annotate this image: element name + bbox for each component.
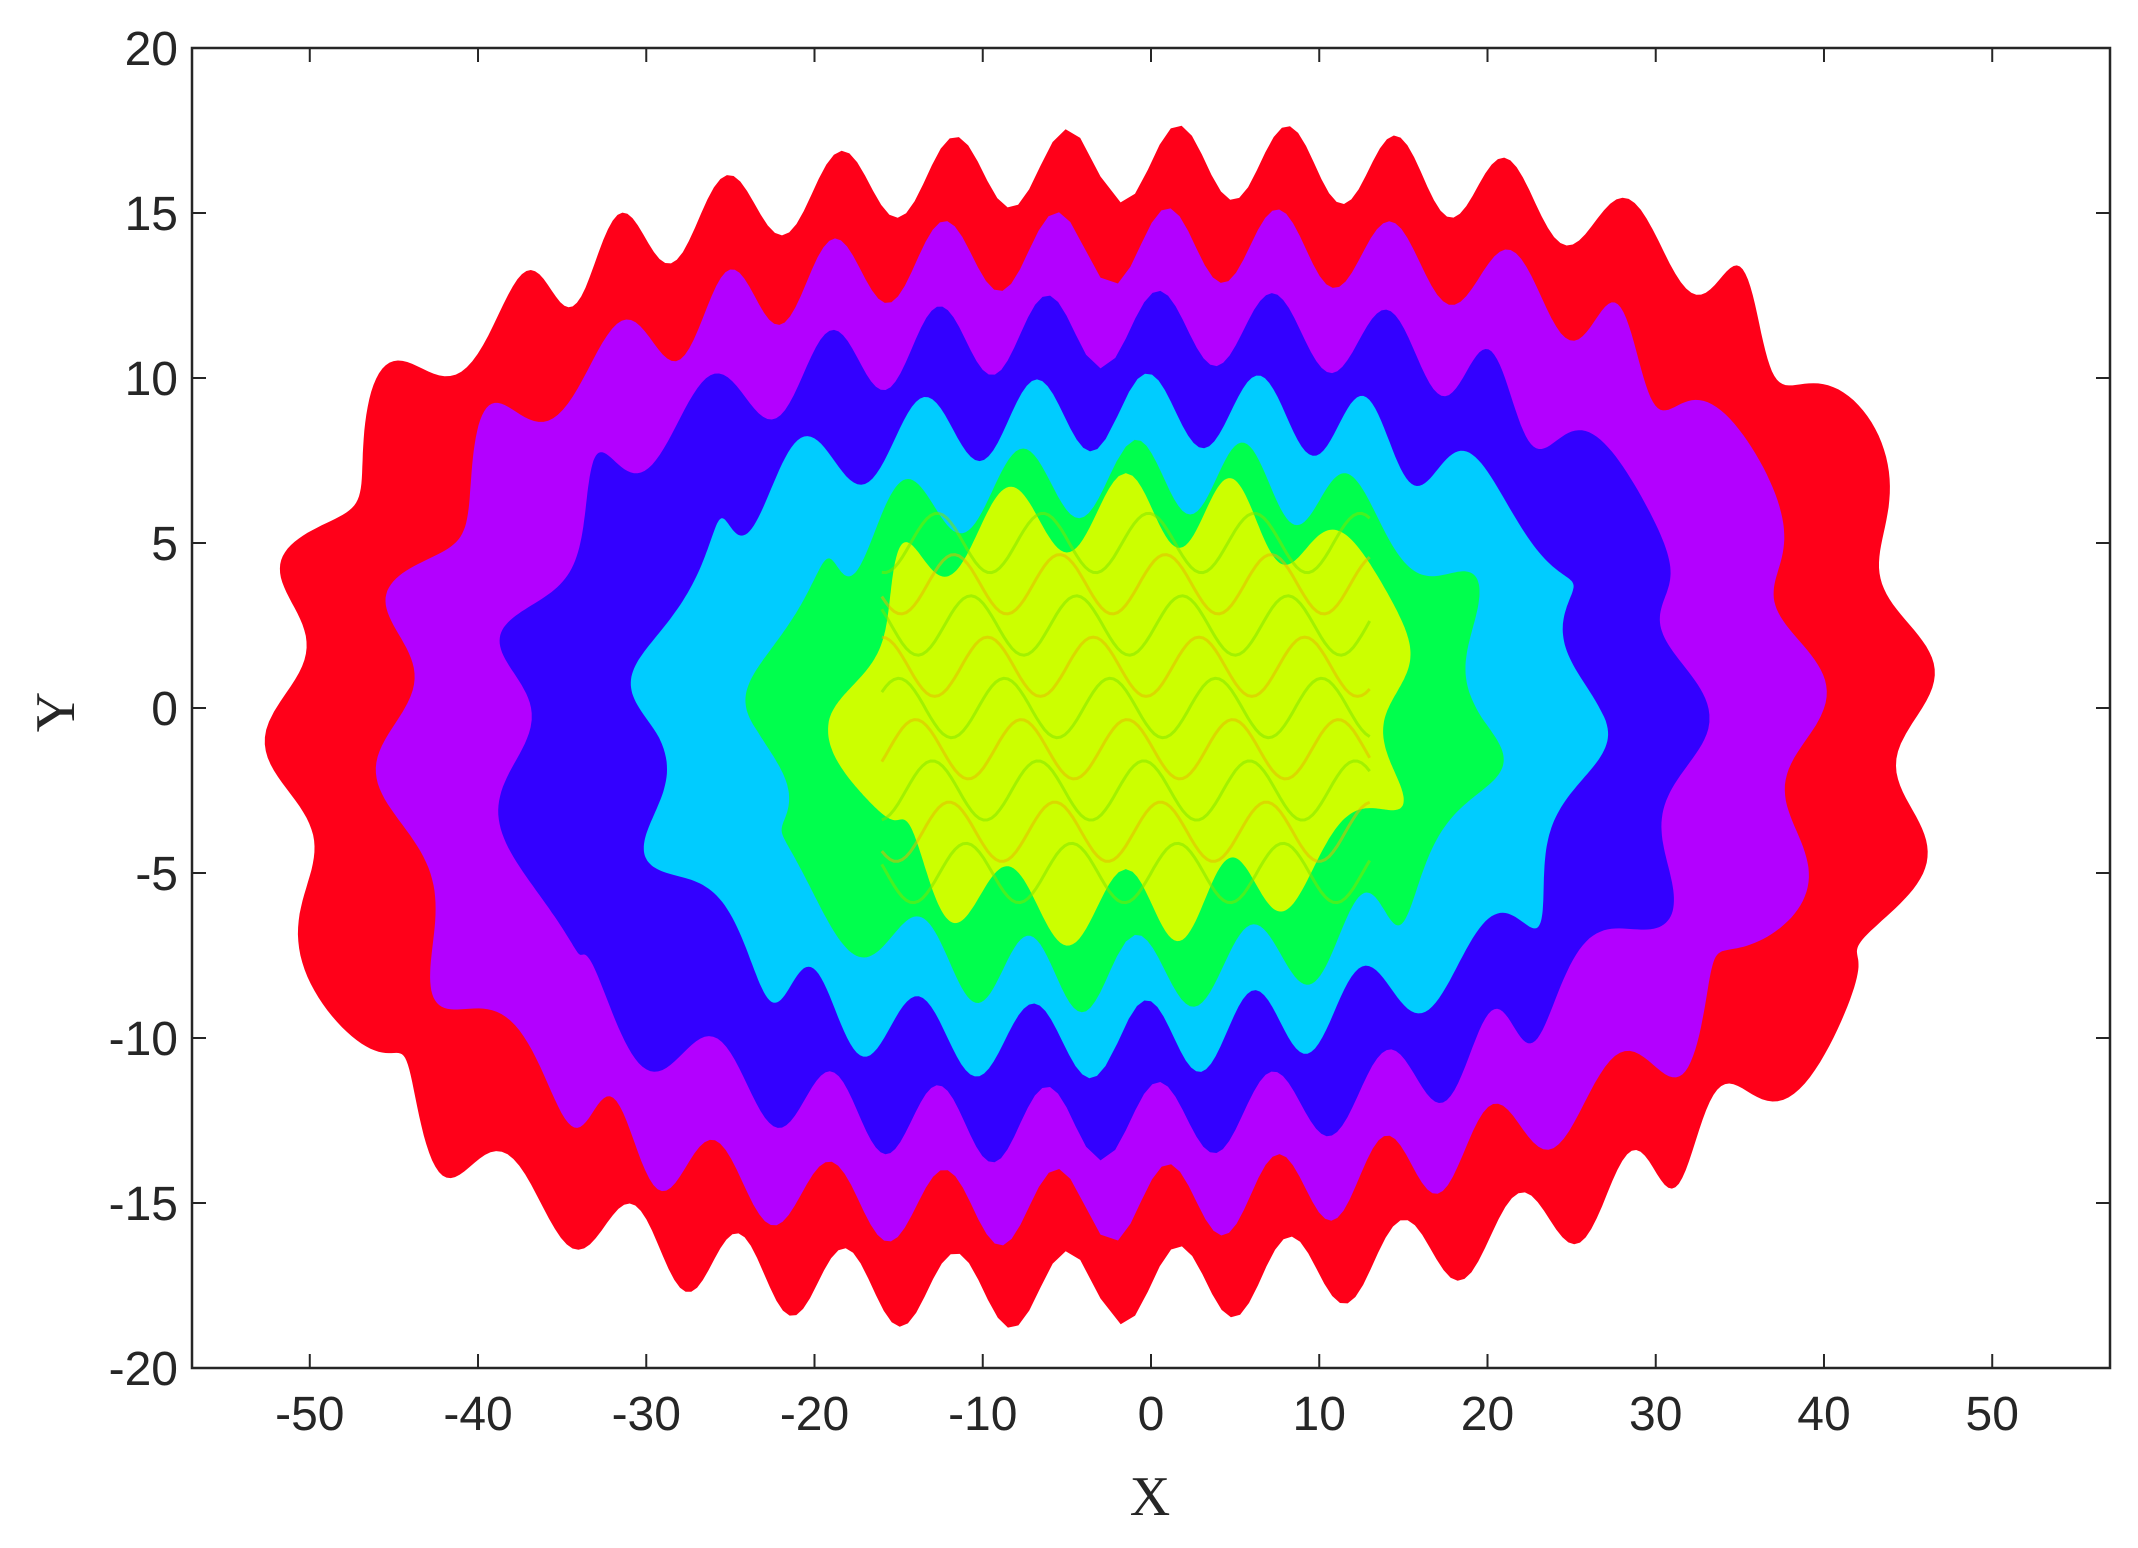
y-tick-label: 0	[151, 683, 178, 736]
core-streak-1	[880, 841, 1371, 905]
y-tick-label: 20	[125, 23, 178, 76]
core-streak-7	[880, 594, 1372, 657]
core-streak-9	[881, 511, 1371, 575]
x-axis-label: X	[1130, 1466, 1170, 1528]
y-tick-label: 5	[151, 518, 178, 571]
y-tick-label: -20	[109, 1343, 178, 1396]
y-tick-label: -15	[109, 1178, 178, 1231]
y-tick-label: -10	[109, 1013, 178, 1066]
x-tick-label: 10	[1293, 1388, 1346, 1441]
core-streak-5	[880, 676, 1371, 740]
x-tick-label: 50	[1966, 1388, 2019, 1441]
y-tick-label: 10	[125, 353, 178, 406]
x-tick-label: -30	[612, 1388, 681, 1441]
core-streak-4	[880, 718, 1372, 781]
x-tick-label: -40	[443, 1388, 512, 1441]
x-tick-label: -10	[948, 1388, 1017, 1441]
x-tick-label: -50	[275, 1388, 344, 1441]
y-axis-label: Y	[25, 692, 87, 732]
x-tick-label: 30	[1629, 1388, 1682, 1441]
x-tick-label: 20	[1461, 1388, 1514, 1441]
y-tick-label: -5	[135, 848, 178, 901]
data-layers	[264, 125, 1935, 1328]
core-streak-3	[881, 759, 1371, 822]
x-tick-label: 0	[1138, 1388, 1165, 1441]
y-tick-label: 15	[125, 188, 178, 241]
core-streak-8	[880, 553, 1371, 616]
x-tick-label: 40	[1797, 1388, 1850, 1441]
y-axis-ticks: -20 -15 -10 -5 0 5 10 15 20	[109, 23, 2110, 1396]
x-tick-label: -20	[780, 1388, 849, 1441]
core-streak-6	[881, 635, 1371, 698]
x-axis-ticks: -50 -40 -30 -20 -10 0 10 20 30 40 50	[275, 48, 2019, 1441]
core-streak-2	[880, 800, 1371, 863]
